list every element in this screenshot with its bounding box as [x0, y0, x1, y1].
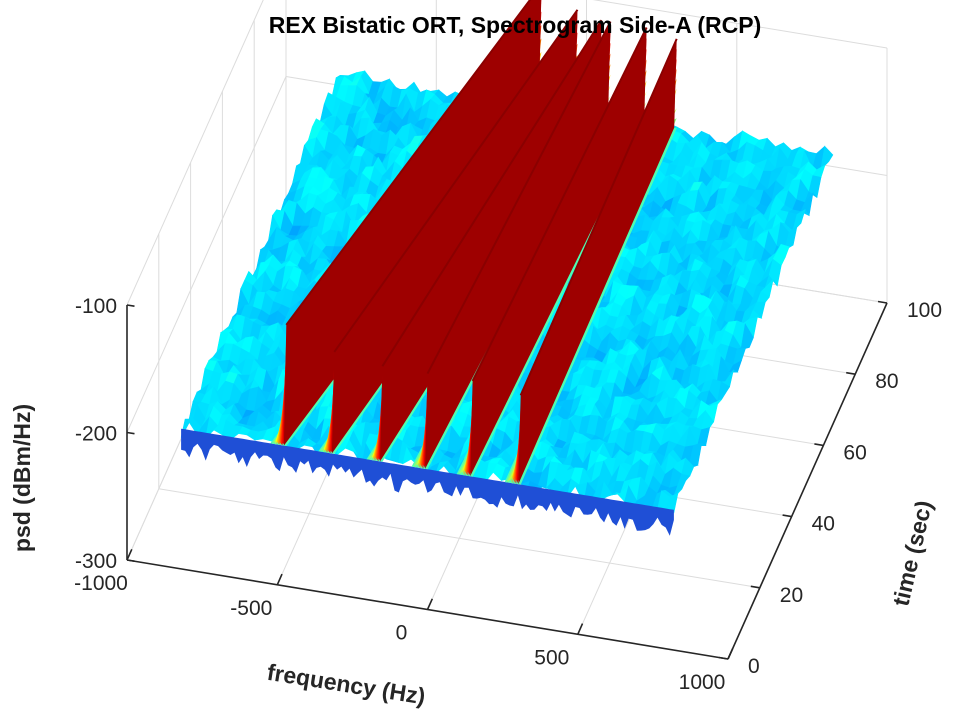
x-tick-mark	[126, 548, 133, 561]
tone-ridges	[270, 0, 678, 485]
side-wall-gridline	[126, 0, 264, 306]
tone-ridge	[411, 21, 612, 470]
tone-ridge-crest	[381, 19, 603, 367]
z-axis-label: psd (dBm/Hz)	[9, 404, 35, 552]
y-tick-label: 40	[812, 513, 835, 536]
tone-ridge	[504, 38, 678, 485]
floor-gridline	[158, 488, 760, 589]
tone-ridge-crest	[519, 38, 678, 396]
tone-ridge-band	[331, 9, 578, 454]
z-tick-label: -200	[75, 423, 117, 446]
z-tick-mark	[126, 431, 135, 435]
y-tick-mark	[877, 300, 888, 304]
y-tick-label: 80	[875, 370, 898, 393]
z-tick-label: -100	[75, 295, 117, 318]
tone-ridge-crest	[333, 9, 579, 353]
back-wall-gridline	[592, 0, 888, 49]
y-axis-label: time (sec)	[887, 498, 936, 608]
x-tick-mark	[276, 573, 283, 586]
z-tick-mark	[126, 304, 135, 307]
y-tick-mark	[782, 514, 792, 518]
surface-front-fringe	[181, 428, 674, 536]
y-tick-label: 20	[780, 584, 803, 607]
y-tick-label: 0	[748, 655, 760, 678]
side-wall-gridline	[126, 76, 287, 433]
x-tick-label: -1000	[74, 572, 128, 595]
tone-ridge-band	[380, 20, 602, 462]
z-tick-mark	[126, 559, 135, 562]
y-axis-line	[727, 302, 888, 660]
y-tick-label: 100	[907, 299, 942, 322]
chart-title: REX Bistatic ORT, Spectrogram Side-A (RC…	[269, 12, 761, 38]
tone-ridge-band	[518, 38, 677, 485]
tone-ridge	[456, 27, 648, 477]
axes-lines	[126, 300, 888, 660]
tick-labels: -1000 -500 0 500 1000 0 20 40 60 80 100 -100 -200 -30…	[74, 295, 942, 694]
y-tick-mark	[750, 585, 760, 589]
y-tick-mark	[846, 371, 856, 375]
y-tick-mark	[814, 443, 824, 447]
tone-ridge-crest	[426, 21, 612, 375]
x-tick-mark	[426, 598, 434, 610]
y-tick-mark	[718, 656, 729, 660]
tone-ridge-band	[425, 21, 611, 469]
tone-ridge-crest	[285, 0, 532, 326]
x-tick-label: 1000	[679, 671, 726, 694]
y-tick-label: 60	[843, 441, 866, 464]
x-tick-label: 500	[534, 646, 569, 669]
x-tick-label: -500	[230, 597, 272, 620]
z-tick-label: -300	[75, 550, 117, 573]
x-tick-mark	[727, 647, 734, 660]
tone-ridge-crest	[471, 27, 648, 382]
x-tick-mark	[577, 623, 584, 635]
tone-ridge-band	[470, 27, 647, 477]
x-axis-label: frequency (Hz)	[265, 659, 427, 710]
x-tick-label: 0	[396, 622, 408, 645]
